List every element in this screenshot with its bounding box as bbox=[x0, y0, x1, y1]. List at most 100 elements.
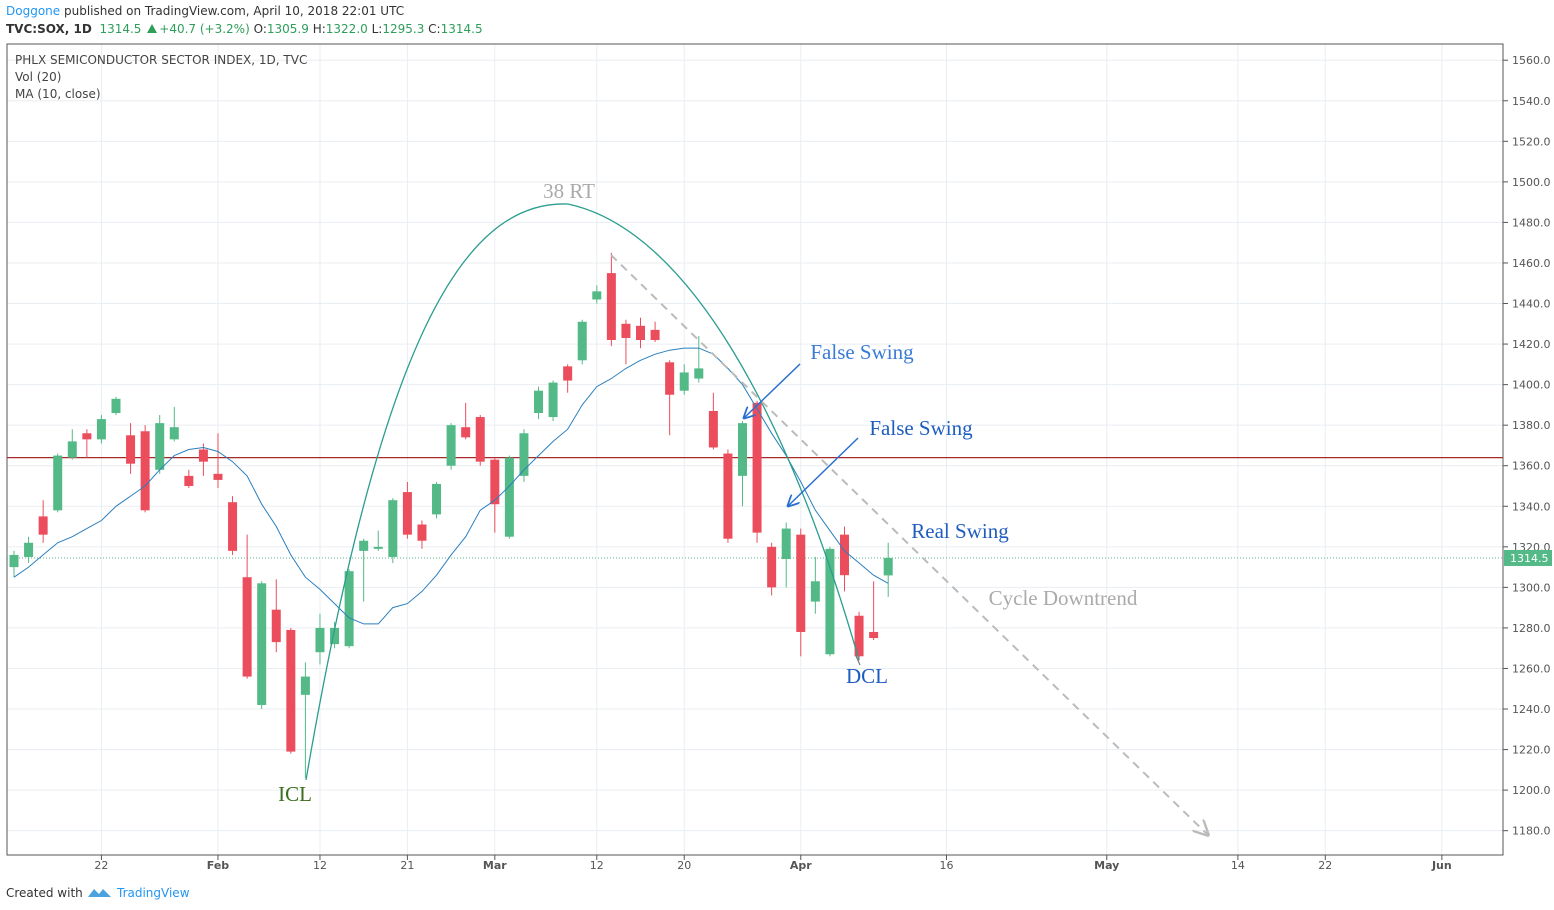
candle-body bbox=[708, 410, 718, 448]
arrow bbox=[744, 363, 801, 418]
candle-body bbox=[810, 581, 820, 602]
candle-body bbox=[548, 382, 558, 418]
y-tick-label: 1460.0 bbox=[1512, 257, 1551, 270]
x-tick-label: Feb bbox=[207, 859, 230, 872]
ohlc-label: O: bbox=[253, 22, 267, 36]
annotation: False Swing bbox=[810, 340, 914, 364]
candle-body bbox=[257, 583, 267, 705]
legend-title: PHLX SEMICONDUCTOR SECTOR INDEX, 1D, TVC bbox=[15, 53, 307, 67]
ohlc-value: 1295.3 bbox=[382, 22, 425, 36]
up-icon bbox=[147, 24, 158, 33]
y-tick-label: 1220.0 bbox=[1512, 744, 1551, 757]
candle-body bbox=[679, 372, 689, 391]
candle-body bbox=[490, 459, 500, 505]
candle-body bbox=[417, 524, 427, 541]
x-tick-label: Apr bbox=[790, 859, 812, 872]
candle-body bbox=[650, 329, 660, 341]
last-price-box bbox=[1504, 549, 1552, 566]
candle-body bbox=[38, 516, 48, 535]
candle-body bbox=[373, 546, 383, 549]
downtrend-line bbox=[610, 254, 1208, 835]
candle-body bbox=[504, 457, 514, 537]
ohlc-label: H: bbox=[312, 22, 326, 36]
candle-body bbox=[169, 427, 179, 440]
candle-body bbox=[519, 433, 529, 476]
annotation: DCL bbox=[846, 664, 888, 688]
x-tick-label: May bbox=[1094, 859, 1119, 872]
y-tick-label: 1380.0 bbox=[1512, 419, 1551, 432]
y-tick-label: 1200.0 bbox=[1512, 784, 1551, 797]
y-tick-label: 1280.0 bbox=[1512, 622, 1551, 635]
candle-body bbox=[446, 425, 456, 466]
candle-body bbox=[534, 390, 544, 414]
ohlc-label: L: bbox=[371, 22, 383, 36]
y-tick-label: 1560.0 bbox=[1512, 54, 1551, 67]
candle-body bbox=[621, 323, 631, 338]
price: 1314.5 bbox=[99, 22, 142, 36]
ohlc-label: C: bbox=[428, 22, 441, 36]
x-tick-label: 16 bbox=[939, 859, 953, 872]
candle-body bbox=[636, 325, 646, 341]
annotation: 38 RT bbox=[543, 179, 595, 203]
candle-body bbox=[330, 627, 340, 645]
symbol: TVC:SOX, 1D bbox=[6, 22, 92, 36]
candle-body bbox=[475, 417, 485, 462]
legend-item: Vol (20) bbox=[15, 70, 61, 84]
candle-body bbox=[24, 542, 34, 557]
candle-body bbox=[96, 419, 106, 440]
candle-body bbox=[67, 441, 77, 458]
annotation: Real Swing bbox=[911, 519, 1009, 543]
y-tick-label: 1240.0 bbox=[1512, 703, 1551, 716]
candle-body bbox=[184, 475, 194, 486]
candle-body bbox=[606, 273, 616, 341]
footer-text: Created with bbox=[6, 886, 83, 900]
annotation: Cycle Downtrend bbox=[989, 586, 1138, 610]
candle-body bbox=[854, 615, 864, 657]
candle-body bbox=[359, 540, 369, 551]
y-tick-label: 1300.0 bbox=[1512, 581, 1551, 594]
ohlc-value: 1305.9 bbox=[266, 22, 309, 36]
candle-body bbox=[300, 676, 310, 695]
pointer bbox=[855, 655, 861, 666]
candle-body bbox=[461, 427, 471, 438]
candle-body bbox=[388, 500, 398, 557]
x-tick-label: 12 bbox=[313, 859, 327, 872]
last-price-label: 1314.5 bbox=[1510, 552, 1549, 565]
x-tick-label: Jun bbox=[1431, 859, 1452, 872]
candle-body bbox=[286, 629, 296, 752]
footer: Created with TradingView bbox=[6, 886, 190, 900]
x-tick-label: 21 bbox=[400, 859, 414, 872]
candle-body bbox=[839, 534, 849, 576]
candle-body bbox=[563, 366, 573, 381]
y-tick-label: 1540.0 bbox=[1512, 95, 1551, 108]
y-tick-label: 1340.0 bbox=[1512, 500, 1551, 513]
x-tick-label: 12 bbox=[590, 859, 604, 872]
y-tick-label: 1260.0 bbox=[1512, 662, 1551, 675]
candle-body bbox=[738, 423, 747, 476]
footer-brand[interactable]: TradingView bbox=[116, 886, 190, 900]
logo bbox=[88, 889, 111, 897]
candle-body bbox=[213, 473, 223, 480]
x-tick-label: 22 bbox=[94, 859, 108, 872]
candle-body bbox=[228, 502, 238, 551]
candle-body bbox=[82, 433, 92, 440]
candle-body bbox=[767, 546, 777, 588]
candle-body bbox=[665, 362, 675, 395]
candle-body bbox=[577, 321, 587, 361]
x-tick-label: 22 bbox=[1318, 859, 1332, 872]
ohlc-value: 1314.5 bbox=[440, 22, 483, 36]
ma-line bbox=[13, 347, 889, 625]
cycle-arc bbox=[305, 203, 860, 781]
annotation: ICL bbox=[278, 782, 312, 806]
y-tick-label: 1360.0 bbox=[1512, 460, 1551, 473]
candle-body bbox=[155, 423, 165, 470]
candle-body bbox=[869, 631, 879, 639]
candle-body bbox=[432, 483, 442, 515]
published: published on TradingView.com, April 10, … bbox=[63, 4, 405, 18]
author[interactable]: Doggone bbox=[6, 4, 61, 18]
candle-body bbox=[271, 609, 281, 643]
candle-body bbox=[796, 534, 806, 632]
candle-body bbox=[883, 557, 893, 576]
